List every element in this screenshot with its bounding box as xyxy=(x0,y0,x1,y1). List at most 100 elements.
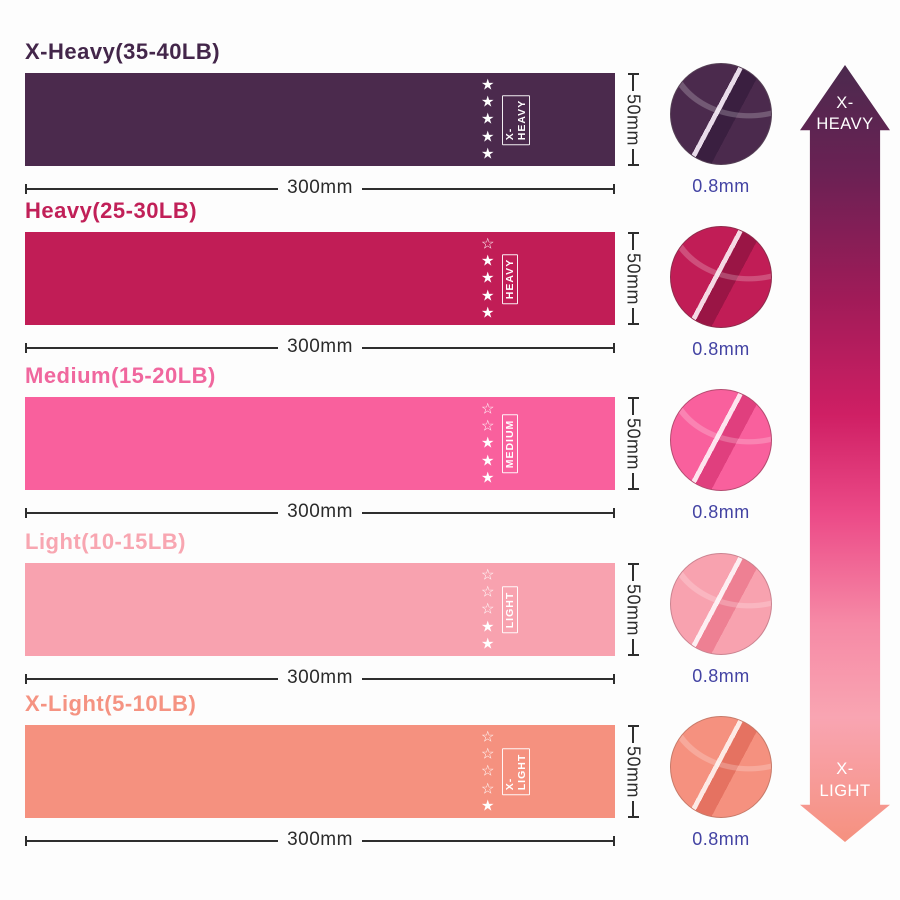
dimension-tick xyxy=(627,164,639,167)
thickness-value: 0.8mm xyxy=(692,829,750,849)
fold-closeup-x-heavy: 0.8mm xyxy=(670,63,772,197)
height-dimension: 50mm xyxy=(622,397,644,491)
height-value: 50mm xyxy=(623,93,644,146)
band-row-light: Light(10-15LB) ☆ ☆ ☆ ★ ★ LIGHT 50mm 300m… xyxy=(0,529,660,688)
band-fold-photo xyxy=(670,716,772,818)
band-fold-photo xyxy=(670,63,772,165)
band-vertical-label: HEAVY xyxy=(502,253,518,304)
dimension-line xyxy=(632,307,634,324)
thickness-value: 0.8mm xyxy=(692,176,750,196)
dimension-line xyxy=(632,234,634,250)
height-value: 50mm xyxy=(623,745,644,798)
width-dimension: 300mm xyxy=(25,501,616,523)
width-dimension: 300mm xyxy=(25,336,616,358)
dimension-line xyxy=(361,512,614,514)
fold-closeup-heavy: 0.8mm xyxy=(670,226,772,360)
dimension-tick xyxy=(627,488,639,491)
dimension-line xyxy=(632,800,634,817)
thickness-value: 0.8mm xyxy=(692,502,750,522)
band-row-medium: Medium(15-20LB) ☆ ☆ ★ ★ ★ MEDIUM 50mm 30… xyxy=(0,363,660,522)
fold-closeup-medium: 0.8mm xyxy=(670,389,772,523)
band-title: Medium(15-20LB) xyxy=(25,363,216,388)
dimension-line xyxy=(27,188,279,190)
dimension-line xyxy=(361,678,614,680)
band-vertical-label: X-HEAVY xyxy=(502,94,530,145)
dimension-line xyxy=(632,727,634,743)
dimension-tick xyxy=(25,674,27,684)
height-dimension: 50mm xyxy=(622,73,644,167)
dimension-tick xyxy=(627,725,639,727)
width-dimension: 300mm xyxy=(25,177,616,199)
band-title: Heavy(25-30LB) xyxy=(25,198,198,223)
star-rating: ☆ ☆ ★ ★ ★ xyxy=(481,399,495,487)
dimension-line xyxy=(632,148,634,165)
dimension-line xyxy=(27,840,279,842)
dimension-line xyxy=(27,512,279,514)
star-rating: ★ ★ ★ ★ ★ xyxy=(481,75,495,163)
height-dimension: 50mm xyxy=(622,725,644,819)
dimension-line xyxy=(632,565,634,581)
thickness-value: 0.8mm xyxy=(692,339,750,359)
width-value: 300mm xyxy=(287,829,353,850)
band-title: X-Heavy(35-40LB) xyxy=(25,39,221,64)
band-swatch: ★ ★ ★ ★ ★ X-HEAVY xyxy=(25,73,615,166)
dimension-tick xyxy=(25,508,27,518)
dimension-tick xyxy=(627,323,639,326)
height-dimension: 50mm xyxy=(622,232,644,326)
band-row-x-heavy: X-Heavy(35-40LB) ★ ★ ★ ★ ★ X-HEAVY 50mm … xyxy=(0,39,660,198)
band-title: X-Light(5-10LB) xyxy=(25,691,197,716)
band-vertical-label: LIGHT xyxy=(502,586,518,633)
band-vertical-label: MEDIUM xyxy=(502,414,518,473)
band-fold-photo xyxy=(670,553,772,655)
dimension-tick xyxy=(613,343,616,353)
dimension-tick xyxy=(25,184,27,194)
dimension-line xyxy=(27,678,279,680)
star-rating: ☆ ☆ ☆ ☆ ★ xyxy=(481,727,495,815)
thickness-value: 0.8mm xyxy=(692,666,750,686)
dimension-line xyxy=(632,638,634,655)
star-rating: ☆ ☆ ☆ ★ ★ xyxy=(481,565,495,653)
dimension-line xyxy=(361,188,614,190)
scale-top-label: X- HEAVY xyxy=(816,94,874,134)
dimension-line xyxy=(361,347,614,349)
band-row-x-light: X-Light(5-10LB) ☆ ☆ ☆ ☆ ★ X-LIGHT 50mm 3… xyxy=(0,691,660,850)
fold-closeup-x-light: 0.8mm xyxy=(670,716,772,850)
band-fold-photo xyxy=(670,226,772,328)
band-fold-photo xyxy=(670,389,772,491)
band-swatch: ☆ ☆ ★ ★ ★ MEDIUM xyxy=(25,397,615,490)
band-swatch: ☆ ☆ ☆ ☆ ★ X-LIGHT xyxy=(25,725,615,818)
width-dimension: 300mm xyxy=(25,829,616,851)
dimension-tick xyxy=(25,343,27,353)
width-value: 300mm xyxy=(287,501,353,522)
dimension-line xyxy=(632,399,634,415)
band-swatch: ☆ ☆ ☆ ★ ★ LIGHT xyxy=(25,563,615,656)
dimension-tick xyxy=(627,563,639,565)
dimension-tick xyxy=(613,508,616,518)
dimension-tick xyxy=(613,836,616,846)
dimension-tick xyxy=(25,836,27,846)
fold-closeup-light: 0.8mm xyxy=(670,553,772,687)
dimension-line xyxy=(27,347,279,349)
dimension-tick xyxy=(613,184,616,194)
height-value: 50mm xyxy=(623,583,644,636)
scale-bottom-label: X- LIGHT xyxy=(819,760,871,800)
height-value: 50mm xyxy=(623,417,644,470)
dimension-tick xyxy=(627,654,639,657)
width-value: 300mm xyxy=(287,667,353,688)
width-value: 300mm xyxy=(287,336,353,357)
dimension-tick xyxy=(613,674,616,684)
band-row-heavy: Heavy(25-30LB) ☆ ★ ★ ★ ★ HEAVY 50mm 300m… xyxy=(0,198,660,357)
band-title: Light(10-15LB) xyxy=(25,529,186,554)
band-swatch: ☆ ★ ★ ★ ★ HEAVY xyxy=(25,232,615,325)
width-value: 300mm xyxy=(287,177,353,198)
dimension-tick xyxy=(627,73,639,75)
dimension-line xyxy=(361,840,614,842)
width-dimension: 300mm xyxy=(25,667,616,689)
strength-scale-arrow: X- HEAVY X- LIGHT xyxy=(800,65,890,842)
dimension-tick xyxy=(627,232,639,234)
star-rating: ☆ ★ ★ ★ ★ xyxy=(481,234,495,322)
band-vertical-label: X-LIGHT xyxy=(502,748,530,795)
dimension-line xyxy=(632,472,634,489)
height-dimension: 50mm xyxy=(622,563,644,657)
